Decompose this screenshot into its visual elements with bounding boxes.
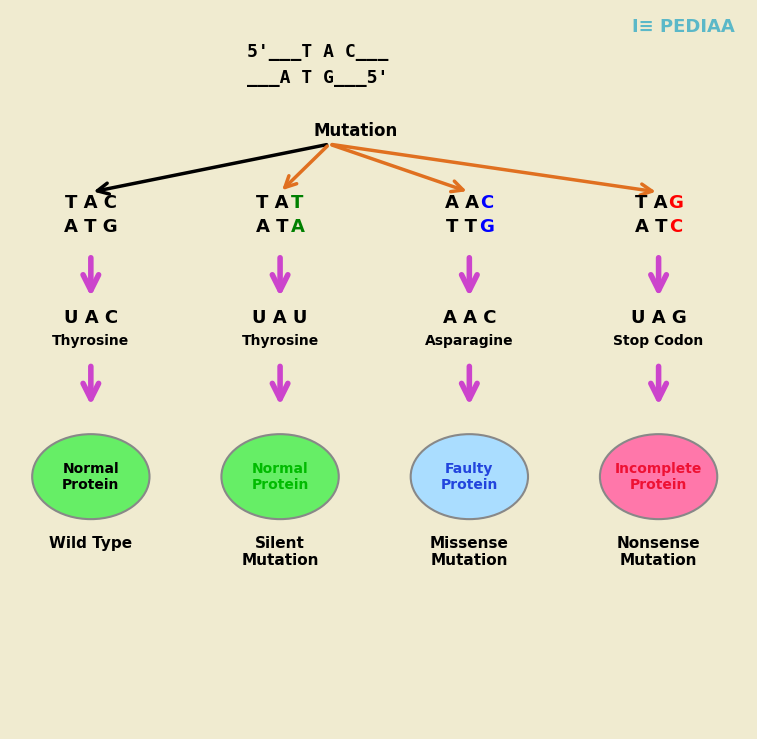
Text: Stop Codon: Stop Codon: [613, 335, 704, 348]
Text: A A: A A: [445, 194, 485, 212]
Ellipse shape: [221, 435, 339, 519]
Ellipse shape: [33, 435, 149, 519]
Ellipse shape: [600, 435, 718, 519]
Text: G: G: [668, 194, 684, 212]
Text: Faulty
Protein: Faulty Protein: [441, 462, 498, 491]
Text: ___A T G___5': ___A T G___5': [248, 69, 388, 86]
Text: T: T: [291, 194, 304, 212]
Text: T T: T T: [447, 218, 484, 236]
Text: Wild Type: Wild Type: [49, 536, 132, 551]
Text: C: C: [480, 194, 494, 212]
Text: G: G: [479, 218, 494, 236]
Text: Thyrosine: Thyrosine: [241, 335, 319, 348]
Text: Incomplete
Protein: Incomplete Protein: [615, 462, 702, 491]
Text: U A U: U A U: [252, 309, 308, 327]
Text: A T: A T: [257, 218, 295, 236]
Text: Silent
Mutation: Silent Mutation: [241, 536, 319, 568]
Text: T A: T A: [257, 194, 295, 212]
Text: Missense
Mutation: Missense Mutation: [430, 536, 509, 568]
Text: A: A: [291, 218, 304, 236]
Text: I≡ PEDIAA: I≡ PEDIAA: [631, 18, 734, 36]
Text: Normal
Protein: Normal Protein: [251, 462, 309, 491]
Text: T A C: T A C: [65, 194, 117, 212]
Text: A A C: A A C: [443, 309, 496, 327]
Text: Normal
Protein: Normal Protein: [62, 462, 120, 491]
Text: Nonsense
Mutation: Nonsense Mutation: [617, 536, 700, 568]
Text: Mutation: Mutation: [313, 122, 398, 140]
Text: C: C: [669, 218, 683, 236]
Text: Asparagine: Asparagine: [425, 335, 514, 348]
Ellipse shape: [410, 435, 528, 519]
Text: Thyrosine: Thyrosine: [52, 335, 129, 348]
Text: A T: A T: [635, 218, 674, 236]
Text: A T G: A T G: [64, 218, 117, 236]
Text: 5'___T A C___: 5'___T A C___: [248, 43, 388, 61]
Text: T A: T A: [635, 194, 674, 212]
Text: U A G: U A G: [631, 309, 687, 327]
Text: U A C: U A C: [64, 309, 118, 327]
